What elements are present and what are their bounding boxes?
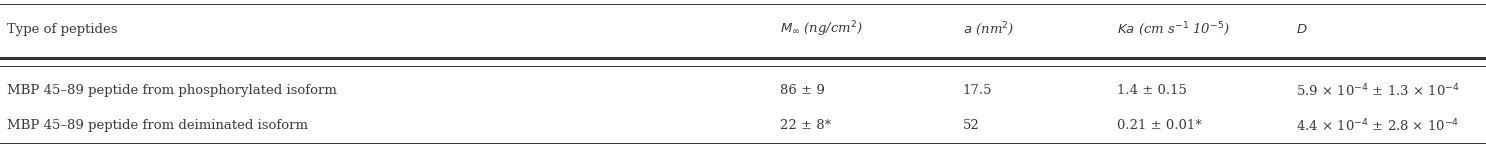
Text: Type of peptides: Type of peptides [7,23,117,36]
Text: 1.4 ± 0.15: 1.4 ± 0.15 [1117,84,1187,97]
Text: MBP 45–89 peptide from deiminated isoform: MBP 45–89 peptide from deiminated isofor… [7,119,309,132]
Text: 5.9 × 10$^{-4}$ ± 1.3 × 10$^{-4}$: 5.9 × 10$^{-4}$ ± 1.3 × 10$^{-4}$ [1296,82,1459,99]
Text: 0.21 ± 0.01*: 0.21 ± 0.01* [1117,119,1202,132]
Text: MBP 45–89 peptide from phosphorylated isoform: MBP 45–89 peptide from phosphorylated is… [7,84,337,97]
Text: $D$: $D$ [1296,23,1308,36]
Text: 17.5: 17.5 [963,84,993,97]
Text: 22 ± 8*: 22 ± 8* [780,119,831,132]
Text: $Ka$ (cm s$^{-1}$ 10$^{-5}$): $Ka$ (cm s$^{-1}$ 10$^{-5}$) [1117,20,1230,38]
Text: $M_{\infty}$ (ng/cm$^{2}$): $M_{\infty}$ (ng/cm$^{2}$) [780,19,863,39]
Text: 4.4 × 10$^{-4}$ ± 2.8 × 10$^{-4}$: 4.4 × 10$^{-4}$ ± 2.8 × 10$^{-4}$ [1296,117,1459,134]
Text: $a$ (nm$^{2}$): $a$ (nm$^{2}$) [963,20,1015,38]
Text: 86 ± 9: 86 ± 9 [780,84,825,97]
Text: 52: 52 [963,119,979,132]
